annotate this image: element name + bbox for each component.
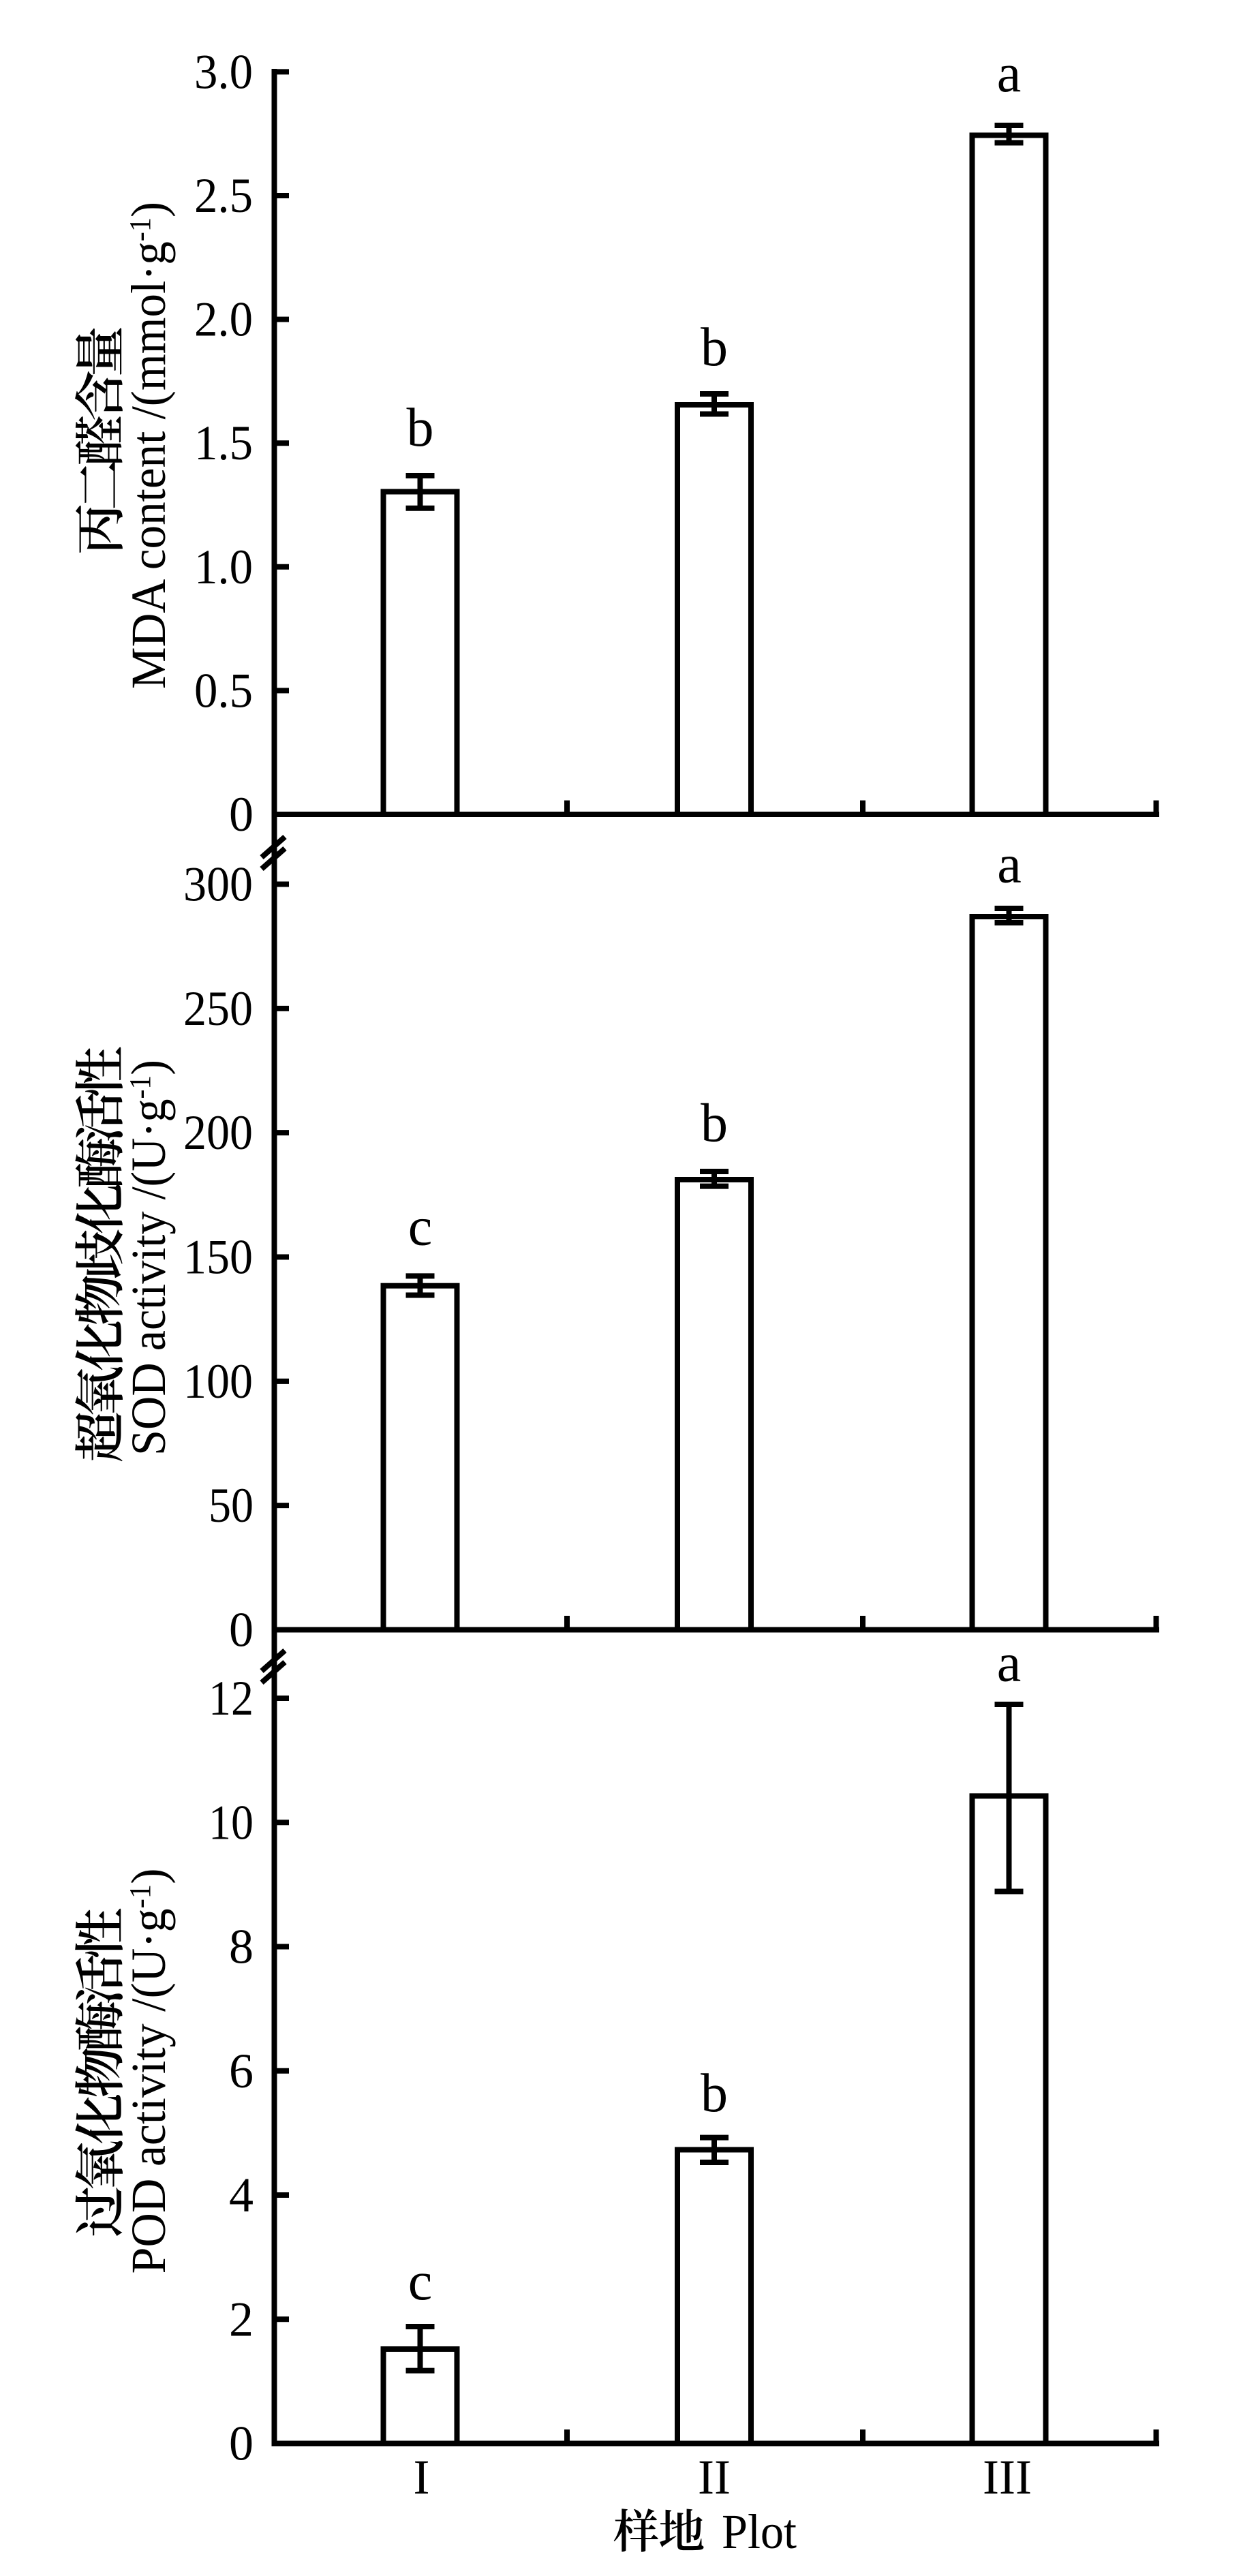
svg-text:2.5: 2.5 xyxy=(194,168,253,223)
svg-text:Plot: Plot xyxy=(722,2504,797,2559)
svg-text:8: 8 xyxy=(229,1920,254,1974)
svg-text:I: I xyxy=(414,2450,430,2504)
svg-text:250: 250 xyxy=(183,981,253,1036)
svg-text:MDA content /(mmol·g-1): MDA content /(mmol·g-1) xyxy=(121,202,176,689)
svg-text:0: 0 xyxy=(229,1603,254,1657)
svg-text:b: b xyxy=(701,1093,728,1153)
svg-text:c: c xyxy=(408,1197,433,1257)
svg-text:3.0: 3.0 xyxy=(194,44,253,99)
svg-text:b: b xyxy=(701,2064,728,2123)
svg-text:1.0: 1.0 xyxy=(194,540,253,594)
svg-text:12: 12 xyxy=(209,1671,254,1726)
svg-text:100: 100 xyxy=(183,1354,253,1409)
svg-text:0: 0 xyxy=(229,2417,254,2471)
svg-text:2.0: 2.0 xyxy=(194,292,253,347)
svg-text:c: c xyxy=(408,2252,433,2312)
svg-text:III: III xyxy=(983,2450,1032,2504)
svg-text:50: 50 xyxy=(209,1478,254,1533)
svg-text:b: b xyxy=(407,398,434,458)
svg-text:a: a xyxy=(997,44,1022,104)
svg-text:1.5: 1.5 xyxy=(194,416,253,470)
svg-text:SOD activity /(U·g-1): SOD activity /(U·g-1) xyxy=(121,1060,176,1456)
svg-text:b: b xyxy=(701,318,728,378)
svg-text:200: 200 xyxy=(183,1105,253,1160)
svg-text:6: 6 xyxy=(229,2044,254,2098)
svg-text:0: 0 xyxy=(229,787,254,842)
svg-text:POD activity /(U·g-1): POD activity /(U·g-1) xyxy=(121,1869,176,2274)
svg-text:10: 10 xyxy=(209,1795,254,1850)
svg-text:2: 2 xyxy=(229,2292,254,2346)
svg-text:300: 300 xyxy=(183,857,253,911)
svg-text:a: a xyxy=(997,834,1022,894)
svg-text:150: 150 xyxy=(183,1229,253,1284)
svg-text:4: 4 xyxy=(229,2168,254,2222)
svg-text:a: a xyxy=(997,1634,1022,1693)
svg-text:II: II xyxy=(698,2450,731,2504)
svg-text:0.5: 0.5 xyxy=(194,663,253,718)
